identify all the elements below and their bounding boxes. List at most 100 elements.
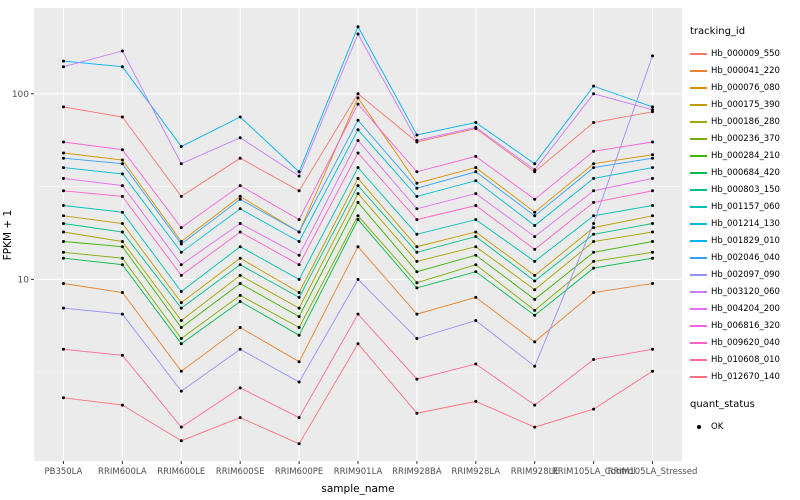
data-point bbox=[533, 425, 537, 429]
data-point bbox=[651, 105, 654, 109]
data-point bbox=[238, 115, 242, 119]
data-point bbox=[356, 92, 360, 96]
data-point bbox=[297, 315, 301, 319]
data-point bbox=[297, 189, 301, 193]
legend-line-swatch bbox=[690, 217, 707, 230]
data-point bbox=[62, 306, 65, 310]
x-tick-label: RRIM600SE bbox=[216, 467, 265, 477]
legend-line-swatch bbox=[690, 149, 707, 162]
legend-line-icon bbox=[690, 358, 707, 361]
data-point bbox=[592, 200, 596, 204]
data-point bbox=[297, 230, 301, 234]
data-point bbox=[179, 290, 183, 293]
data-point bbox=[592, 407, 596, 411]
legend-item-label: OK bbox=[711, 421, 724, 432]
legend-line-icon bbox=[690, 52, 707, 55]
legend-line-icon bbox=[690, 103, 707, 106]
data-point bbox=[120, 312, 124, 316]
data-point bbox=[474, 179, 478, 183]
data-point bbox=[533, 235, 537, 239]
data-point bbox=[62, 189, 65, 193]
legend-item-label: Hb_001829_010 bbox=[711, 235, 780, 246]
legend-item-label: Hb_009620_040 bbox=[711, 337, 780, 348]
data-point bbox=[297, 240, 301, 243]
data-point bbox=[179, 319, 183, 322]
legend-item: Hb_000284_210 bbox=[690, 147, 800, 164]
data-point bbox=[533, 297, 537, 301]
data-point bbox=[651, 189, 654, 193]
data-point bbox=[474, 230, 478, 234]
data-point bbox=[356, 96, 360, 100]
legend: tracking_id Hb_000009_550 Hb_000041_220 Hb… bbox=[690, 0, 800, 500]
data-point bbox=[356, 277, 360, 281]
data-point bbox=[415, 270, 419, 274]
x-tick-label: RRIM600PE bbox=[275, 467, 323, 477]
y-tick-label: 10 bbox=[18, 275, 30, 285]
legend-line-swatch bbox=[690, 268, 707, 281]
data-point bbox=[179, 439, 183, 443]
data-point bbox=[592, 222, 596, 225]
data-point bbox=[62, 156, 65, 160]
data-point bbox=[651, 240, 654, 243]
data-point bbox=[179, 306, 183, 310]
legend-item-label: Hb_003120_060 bbox=[711, 286, 780, 297]
data-point bbox=[120, 263, 124, 267]
data-point bbox=[474, 218, 478, 222]
legend-line-swatch bbox=[690, 302, 707, 315]
data-point bbox=[474, 253, 478, 257]
x-tick-label: RRIM105LA_Control bbox=[552, 467, 636, 477]
x-tick-label: RRIM105LA_Stressed bbox=[608, 467, 698, 477]
legend-item-label: Hb_000076_080 bbox=[711, 82, 780, 93]
data-point bbox=[533, 210, 537, 214]
legend-item: Hb_003120_060 bbox=[690, 283, 800, 300]
data-point bbox=[533, 247, 537, 251]
data-point bbox=[238, 222, 242, 225]
data-point bbox=[120, 291, 124, 294]
data-point bbox=[415, 245, 419, 249]
data-point bbox=[356, 151, 360, 155]
data-point bbox=[356, 312, 360, 316]
data-point bbox=[120, 256, 124, 260]
legend-line-icon bbox=[690, 69, 707, 72]
data-point bbox=[651, 282, 654, 285]
data-point bbox=[62, 347, 65, 351]
y-tick-label: 100 bbox=[12, 90, 29, 100]
data-point bbox=[533, 214, 537, 218]
data-point bbox=[356, 102, 360, 106]
data-point bbox=[62, 65, 65, 69]
legend-item: Hb_010608_010 bbox=[690, 351, 800, 368]
data-point bbox=[474, 166, 478, 170]
data-point bbox=[62, 230, 65, 234]
data-point bbox=[120, 162, 124, 166]
data-point bbox=[533, 364, 537, 368]
data-point bbox=[651, 108, 654, 112]
line-chart: 10 100 PB350LA RRIM600LA RRIM600LE RRIM600SE R… bbox=[12, 8, 697, 477]
data-point bbox=[592, 240, 596, 243]
data-point bbox=[415, 170, 419, 174]
data-point bbox=[651, 54, 654, 58]
data-point bbox=[297, 253, 301, 257]
data-point bbox=[238, 194, 242, 198]
data-point bbox=[592, 92, 596, 96]
legend-line-swatch bbox=[690, 166, 707, 179]
data-point bbox=[474, 270, 478, 274]
data-point bbox=[415, 194, 419, 198]
data-point bbox=[415, 281, 419, 285]
data-point bbox=[474, 399, 478, 403]
data-point bbox=[533, 259, 537, 263]
data-point bbox=[179, 194, 183, 198]
data-point bbox=[179, 240, 183, 243]
data-point bbox=[297, 170, 301, 174]
data-point bbox=[356, 32, 360, 36]
legend-item-label: Hb_000236_370 bbox=[711, 133, 780, 144]
data-point bbox=[474, 319, 478, 322]
data-point bbox=[533, 308, 537, 312]
data-point bbox=[533, 279, 537, 283]
legend-line-swatch bbox=[690, 319, 707, 332]
data-point bbox=[356, 214, 360, 218]
legend-item: Hb_001157_060 bbox=[690, 198, 800, 215]
data-point bbox=[592, 266, 596, 270]
legend-item: Hb_002046_040 bbox=[690, 249, 800, 266]
data-point bbox=[179, 337, 183, 340]
legend-item-label: Hb_004204_200 bbox=[711, 303, 780, 314]
